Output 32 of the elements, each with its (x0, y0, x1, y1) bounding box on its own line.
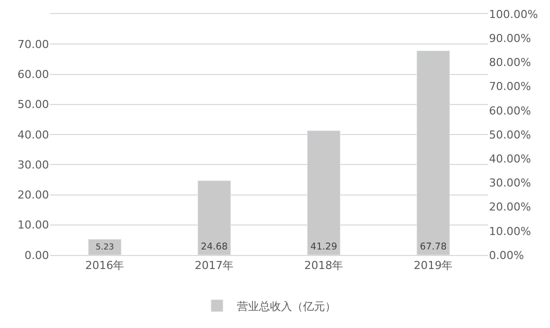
y2-tick-label: 20.00% (489, 200, 531, 214)
bar (88, 238, 122, 255)
y2-tick-label: 90.00% (489, 32, 531, 45)
data-label: 5.23 (96, 242, 114, 252)
y-tick-label: 0.00 (24, 248, 49, 262)
y2-tick-label: 50.00% (489, 128, 531, 142)
y2-tick-label: 40.00% (489, 152, 531, 166)
y2-tick-label: 60.00% (489, 104, 531, 118)
y2-tick-label: 30.00% (489, 176, 531, 190)
y2-tick-label: 80.00% (489, 56, 531, 70)
x-tick-label: 2016年 (85, 259, 124, 272)
y-tick-label: 70.00 (18, 38, 49, 51)
y-tick-label: 40.00 (18, 128, 49, 142)
y2-tick-label: 100.00% (489, 8, 538, 21)
y2-tick-label: 10.00% (489, 224, 531, 238)
y2-tick-label: 70.00% (489, 80, 531, 94)
data-label: 24.68 (200, 241, 228, 252)
y-tick-label: 30.00 (18, 158, 49, 172)
bar (416, 50, 450, 255)
x-tick-label: 2017年 (194, 259, 234, 272)
x-tick-label: 2019年 (414, 259, 453, 272)
y-tick-label: 10.00 (18, 218, 49, 232)
y-tick-label: 20.00 (18, 188, 49, 202)
legend-label: 营业总收入（亿元） (237, 300, 336, 313)
y-tick-label: 60.00 (18, 68, 49, 82)
y-tick-label: 50.00 (18, 98, 49, 112)
x-tick-label: 2018年 (304, 259, 344, 272)
bar (307, 130, 340, 255)
y2-tick-label: 0.00% (489, 248, 524, 262)
data-label: 67.78 (420, 241, 447, 252)
data-label: 41.29 (310, 241, 338, 252)
bar (198, 180, 231, 255)
